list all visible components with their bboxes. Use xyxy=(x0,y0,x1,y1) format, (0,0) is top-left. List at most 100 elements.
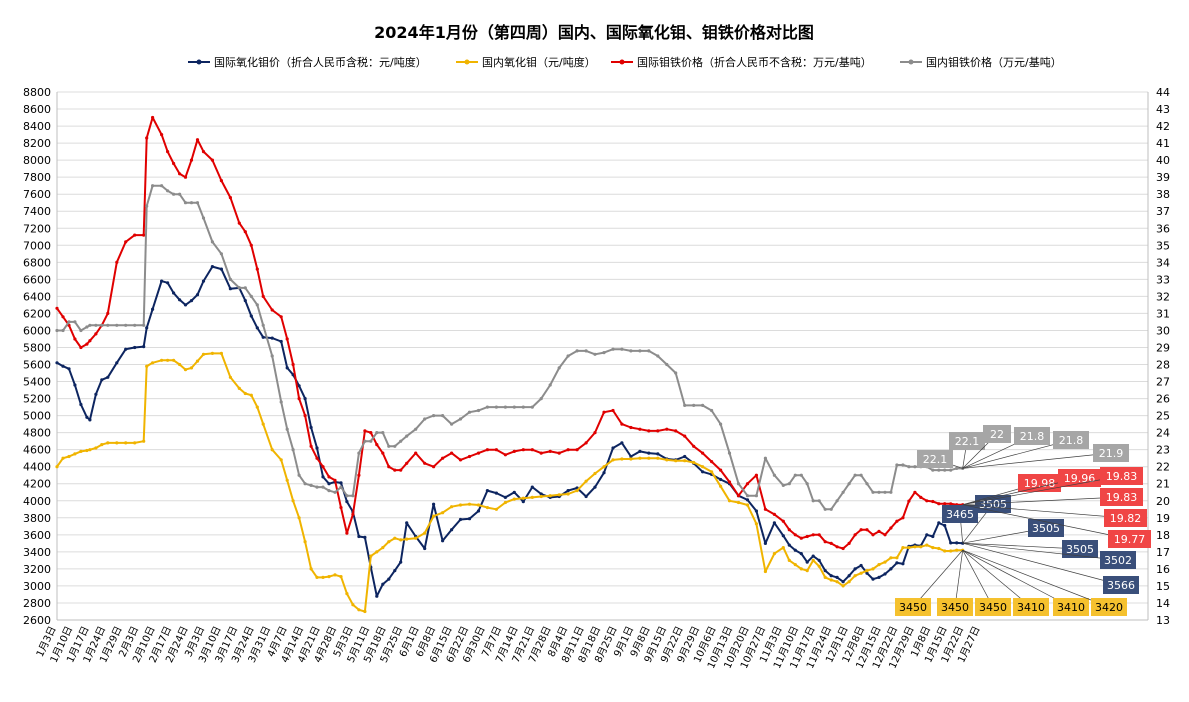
data-point xyxy=(249,314,253,318)
data-point xyxy=(363,429,367,433)
data-point xyxy=(629,454,633,459)
y-left-tick-label: 4600 xyxy=(23,444,51,457)
data-point xyxy=(467,517,472,521)
data-point xyxy=(823,569,827,573)
data-point xyxy=(521,405,525,409)
data-point xyxy=(315,456,319,460)
data-point xyxy=(261,335,265,339)
data-point xyxy=(327,575,331,579)
data-point xyxy=(937,468,941,472)
data-point xyxy=(871,490,875,494)
data-point xyxy=(160,279,164,283)
callout-box xyxy=(983,425,1011,443)
data-point xyxy=(895,556,899,560)
data-point xyxy=(575,448,579,452)
data-point xyxy=(548,494,552,498)
series-lines xyxy=(55,115,965,614)
data-point xyxy=(151,115,155,120)
data-point xyxy=(73,337,77,341)
data-point xyxy=(237,386,241,390)
data-point xyxy=(877,563,881,567)
data-point xyxy=(503,405,507,409)
data-point xyxy=(593,485,597,489)
data-point xyxy=(115,441,119,445)
callout-label: 3410 xyxy=(1017,601,1045,614)
y-right-tick-label: 15 xyxy=(1156,580,1170,593)
callout-label: 22.1 xyxy=(955,435,980,448)
data-point xyxy=(754,509,759,513)
callout-leader xyxy=(962,475,1122,506)
data-point xyxy=(889,490,893,494)
data-point xyxy=(309,425,313,430)
data-point xyxy=(799,473,803,477)
data-point xyxy=(237,221,241,225)
data-point xyxy=(270,448,274,452)
y-right-tick-label: 16 xyxy=(1156,563,1170,576)
data-point xyxy=(201,352,206,356)
data-point xyxy=(841,546,845,551)
data-point xyxy=(237,286,241,290)
data-point xyxy=(405,521,409,525)
y-right-tick-label: 29 xyxy=(1156,341,1170,354)
data-point xyxy=(467,454,472,459)
data-point xyxy=(931,499,935,504)
data-point xyxy=(793,548,797,552)
y-right-tick-label: 28 xyxy=(1156,359,1170,372)
y-right-tick-label: 34 xyxy=(1156,256,1170,269)
data-point xyxy=(817,533,821,537)
y-left-tick-label: 5600 xyxy=(23,359,51,372)
data-point xyxy=(405,537,409,541)
data-point xyxy=(432,465,436,469)
data-point xyxy=(763,507,768,511)
data-point xyxy=(829,574,833,578)
data-point xyxy=(291,362,295,367)
data-point xyxy=(799,536,803,540)
data-point xyxy=(145,136,149,140)
data-point xyxy=(228,196,232,200)
data-point xyxy=(315,446,319,450)
data-point xyxy=(943,523,947,528)
y-left-tick-label: 8400 xyxy=(23,120,51,133)
data-point xyxy=(811,554,815,558)
data-point xyxy=(727,480,732,484)
legend-marker xyxy=(196,59,202,65)
data-point xyxy=(811,499,815,503)
data-point xyxy=(458,458,463,462)
data-point xyxy=(877,575,881,580)
callout-box xyxy=(1103,576,1139,594)
data-point xyxy=(883,560,887,564)
y-left-tick-label: 7200 xyxy=(23,222,51,235)
y-axis-right: 13 14 15 16 17 18 19 20 21 22 23 24 25 26 27 28 29 30 31 32… xyxy=(1156,86,1170,627)
data-point xyxy=(811,533,815,537)
data-point xyxy=(195,293,200,297)
series-points-2 xyxy=(55,115,965,551)
data-point xyxy=(375,431,379,435)
y-right-tick-label: 25 xyxy=(1156,410,1170,423)
data-point xyxy=(925,499,929,503)
y-right-tick-label: 14 xyxy=(1156,597,1170,610)
callout-label: 22 xyxy=(990,428,1004,441)
y-right-tick-label: 39 xyxy=(1156,171,1170,184)
data-point xyxy=(512,449,516,453)
chart-title: 2024年1月份（第四周）国内、国际氧化钼、钼铁价格对比图 xyxy=(374,23,814,42)
data-point xyxy=(210,265,214,269)
data-point xyxy=(73,383,77,387)
data-point xyxy=(423,531,427,535)
data-point xyxy=(160,184,164,188)
callout-box xyxy=(1093,444,1129,462)
data-point xyxy=(85,415,89,419)
data-point xyxy=(754,494,759,498)
y-right-tick-label: 30 xyxy=(1156,324,1170,337)
data-point xyxy=(327,475,331,479)
data-point xyxy=(763,569,768,574)
data-point xyxy=(399,538,403,542)
data-point xyxy=(115,260,119,264)
callout-label: 3502 xyxy=(1104,554,1132,567)
data-point xyxy=(805,560,809,564)
y-right-tick-label: 31 xyxy=(1156,307,1170,320)
data-point xyxy=(638,449,642,453)
y-left-tick-label: 6800 xyxy=(23,256,51,269)
data-point xyxy=(55,361,59,365)
data-point xyxy=(297,473,301,477)
data-point xyxy=(115,361,119,365)
